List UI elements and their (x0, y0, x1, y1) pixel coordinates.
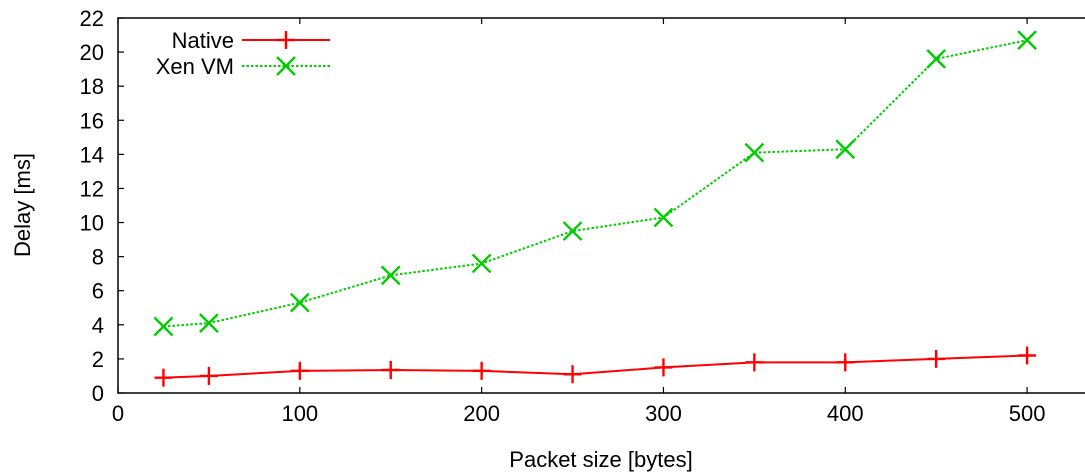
y-tick-label: 12 (80, 176, 104, 201)
y-axis-title: Delay [ms] (10, 153, 35, 257)
y-tick-label: 18 (80, 74, 104, 99)
legend-marker-xen-vm-d2 (276, 56, 296, 76)
y-tick-label: 22 (80, 6, 104, 31)
data-point-xen-vm (380, 265, 401, 286)
data-point-native (1018, 346, 1037, 365)
data-point-xen-vm-d2 (289, 292, 310, 313)
y-tick-label: 16 (80, 108, 104, 133)
data-point-xen-vm (199, 313, 219, 333)
data-point-xen-vm-d2 (835, 139, 856, 160)
x-tick-label: 400 (827, 401, 864, 426)
y-tick-label: 2 (92, 347, 104, 372)
data-point-native (290, 361, 309, 380)
axis-ticks: 0 100 200 300 400 500 0 2 4 6 8 10 12 14 16 18 20 22 (80, 6, 1046, 426)
data-point-native (154, 368, 173, 387)
data-point-xen-vm (926, 49, 947, 69)
data-point-xen-vm-d2 (562, 221, 583, 241)
data-point-xen-vm (744, 142, 765, 163)
data-point-native (381, 360, 400, 379)
x-tick-label: 300 (645, 401, 682, 426)
data-point-xen-vm-d2 (744, 142, 765, 163)
data-point-xen-vm (289, 292, 310, 313)
data-point-xen-vm (1017, 30, 1037, 51)
data-point-xen-vm (835, 139, 856, 160)
legend-label-xen-vm: Xen VM (156, 54, 234, 79)
data-point-native (836, 353, 855, 372)
x-tick-label: 200 (463, 401, 500, 426)
y-tick-label: 14 (80, 142, 104, 167)
data-point-native (472, 361, 491, 380)
data-point-xen-vm-d2 (471, 253, 492, 274)
legend-marker-xen-vm (276, 56, 296, 76)
data-point-xen-vm-d2 (153, 316, 174, 337)
data-point-xen-vm-d2 (653, 207, 674, 228)
x-tick-label: 500 (1009, 401, 1046, 426)
data-point-xen-vm-d2 (1017, 30, 1037, 51)
series-line-native (163, 354, 1028, 379)
y-tick-label: 8 (92, 245, 104, 270)
y-tick-label: 20 (80, 40, 104, 65)
y-tick-label: 10 (80, 211, 104, 236)
data-point-xen-vm (153, 316, 174, 337)
data-point-xen-vm-d2 (926, 49, 947, 69)
data-point-xen-vm-d2 (380, 265, 401, 286)
data-point-native (199, 366, 218, 385)
series-line-xen-vm (163, 39, 1028, 328)
series-group (153, 30, 1037, 387)
y-tick-label: 4 (92, 313, 104, 338)
data-point-native (654, 358, 673, 377)
data-point-xen-vm (562, 221, 583, 241)
legend-marker-native (277, 31, 295, 49)
x-tick-label: 100 (281, 401, 318, 426)
x-axis-title: Packet size [bytes] (509, 447, 692, 472)
legend-label-native: Native (172, 28, 234, 53)
y-tick-label: 0 (92, 381, 104, 406)
data-point-native (927, 349, 946, 368)
y-tick-label: 6 (92, 279, 104, 304)
plot-frame (117, 17, 1085, 394)
x-tick-label: 0 (112, 401, 124, 426)
data-point-xen-vm-d2 (199, 313, 219, 333)
data-point-xen-vm (471, 253, 492, 274)
data-point-native (563, 365, 582, 384)
data-point-xen-vm (653, 207, 674, 228)
data-point-native (745, 353, 764, 372)
